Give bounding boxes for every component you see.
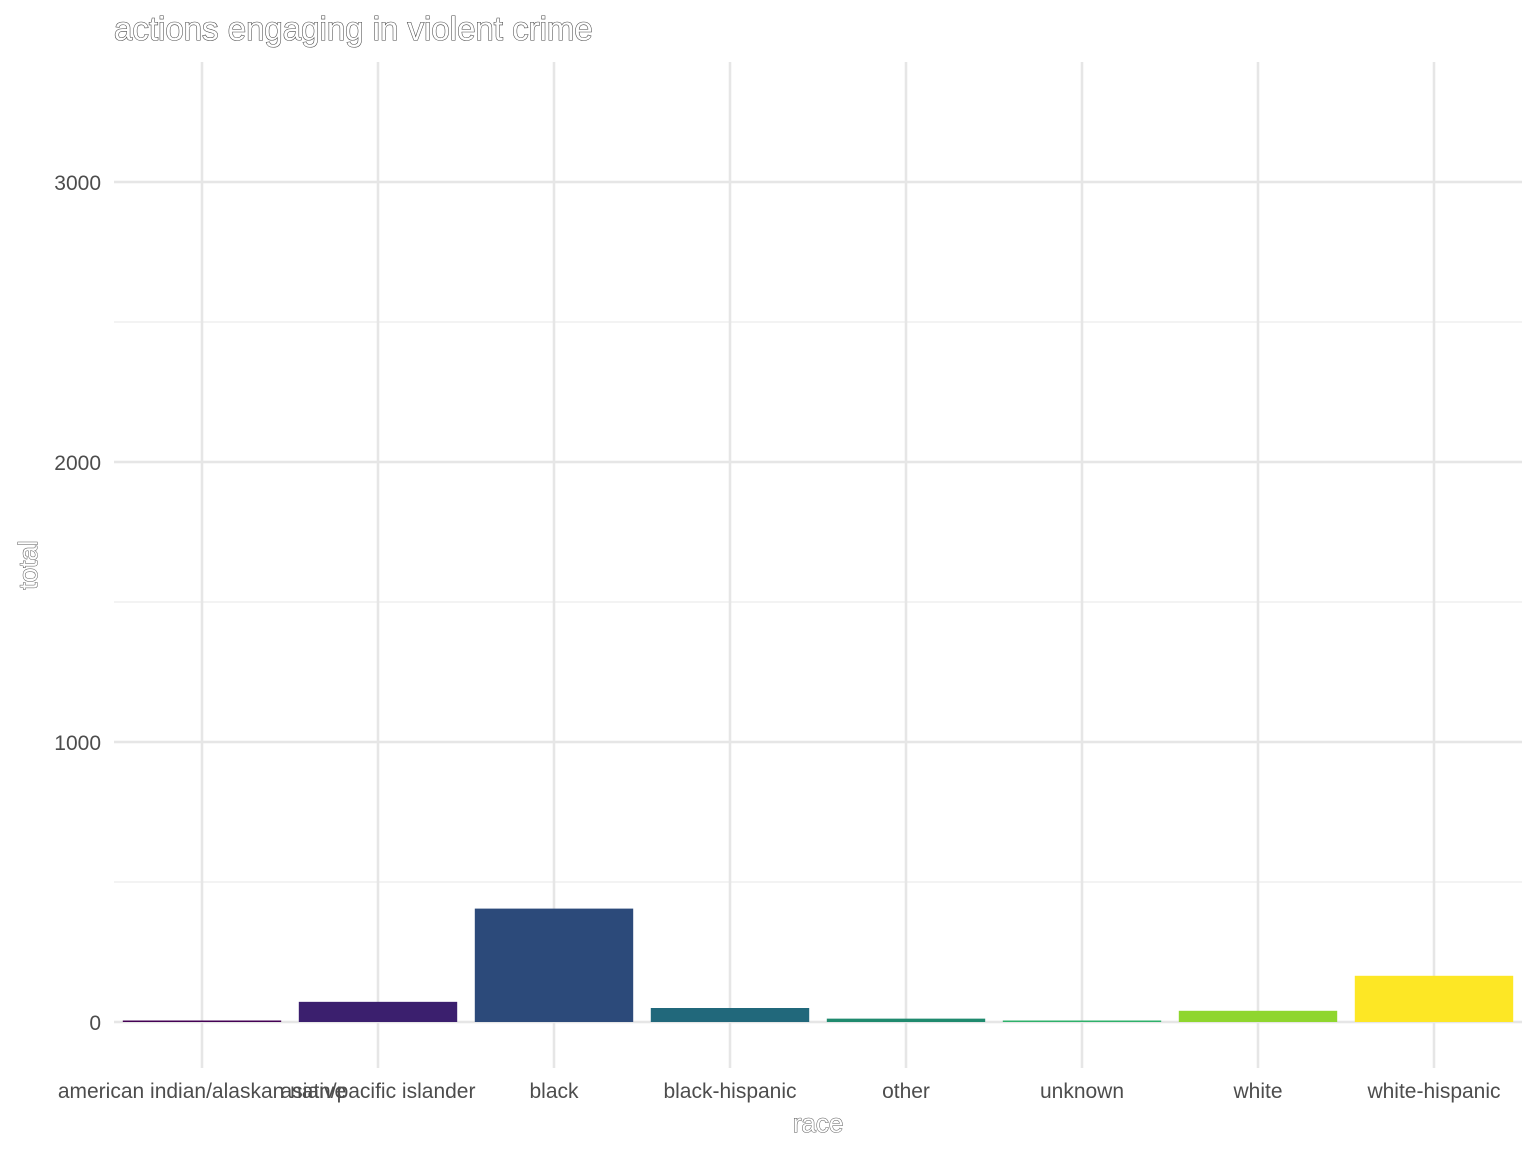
x-tick-label: black <box>529 1080 579 1103</box>
bar-6 <box>1178 1010 1338 1022</box>
x-axis-tick-labels: american indian/alaskan nativeasian/paci… <box>58 1080 1501 1103</box>
x-tick-label: american indian/alaskan native <box>58 1080 346 1103</box>
chart-title: actions engaging in violent crime <box>114 10 593 47</box>
y-tick-label: 0 <box>89 1012 101 1035</box>
y-axis-title: total <box>13 540 43 589</box>
x-tick-label: white-hispanic <box>1366 1080 1500 1103</box>
x-tick-label: other <box>882 1080 930 1103</box>
y-tick-label: 3000 <box>54 172 101 195</box>
bars <box>122 908 1514 1022</box>
bar-5 <box>1002 1020 1162 1022</box>
gridlines <box>114 62 1522 1068</box>
x-tick-label: asian/pacific islander <box>281 1080 476 1103</box>
bar-3 <box>650 1008 810 1022</box>
bar-7 <box>1354 975 1514 1022</box>
y-axis-tick-labels: 0 1000 2000 3000 <box>54 172 101 1035</box>
x-axis-title: race <box>793 1108 844 1138</box>
y-tick-label: 1000 <box>54 732 101 755</box>
x-tick-label: white <box>1232 1080 1282 1103</box>
bar-1 <box>298 1001 458 1022</box>
y-tick-label: 2000 <box>54 452 101 475</box>
x-tick-label: unknown <box>1040 1080 1124 1103</box>
bar-2 <box>474 908 634 1022</box>
bar-0 <box>122 1020 282 1022</box>
bar-4 <box>826 1018 986 1022</box>
x-tick-label: black-hispanic <box>663 1080 796 1103</box>
